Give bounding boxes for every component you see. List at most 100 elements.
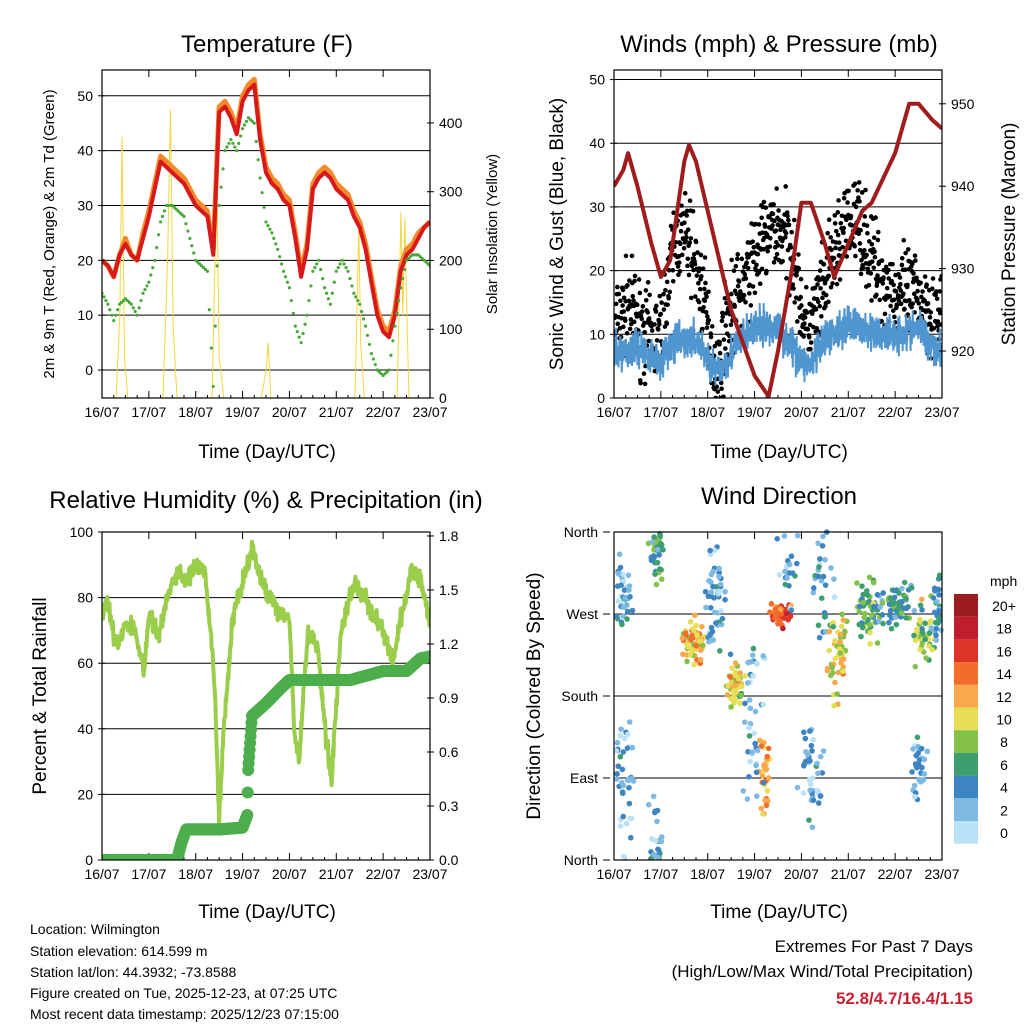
gust-point <box>636 277 642 282</box>
wind-direction-point <box>617 732 623 739</box>
wind-direction-point <box>916 757 923 763</box>
y-tick-label: 40 <box>589 135 605 151</box>
gust-point <box>938 277 942 282</box>
wind-direction-point <box>702 588 709 595</box>
gust-point <box>875 229 881 235</box>
gust-point <box>631 298 636 303</box>
gust-point <box>764 268 769 274</box>
wind-direction-point <box>654 854 661 860</box>
colorbar-label: 10 <box>996 712 1012 728</box>
gust-point <box>717 350 723 356</box>
gust-point <box>695 250 700 255</box>
precipitation-point <box>424 650 430 663</box>
gust-point <box>755 251 761 257</box>
gust-point <box>729 257 735 263</box>
y-tick-label: 0.0 <box>439 852 459 868</box>
colorbar-label: 2 <box>1000 802 1008 818</box>
gust-point <box>779 244 785 249</box>
gust-point <box>873 215 878 220</box>
gust-point <box>625 282 630 288</box>
wind-direction-point <box>915 761 922 768</box>
gust-point <box>702 298 708 304</box>
dewpoint-point <box>346 269 350 273</box>
y-tick-label: 40 <box>77 143 93 159</box>
dewpoint-point <box>108 308 112 312</box>
winds-xlabel: Time (Day/UTC) <box>710 442 848 463</box>
wind-direction-point <box>654 807 661 814</box>
dewpoint-point <box>311 269 315 273</box>
gust-point <box>812 285 818 291</box>
dewpoint-point <box>149 273 153 277</box>
gust-point <box>712 343 718 349</box>
extremes-title: Extremes For Past 7 Days <box>775 937 973 956</box>
wind-direction-point <box>936 616 942 622</box>
gust-point <box>646 338 652 344</box>
wind-direction-point <box>919 629 926 635</box>
dewpoint-point <box>237 141 241 145</box>
dewpoint-point <box>190 244 194 248</box>
gust-point <box>807 334 812 340</box>
dewpoint-point <box>395 311 399 315</box>
wind-direction-point <box>709 628 716 635</box>
wind-direction-point <box>807 781 814 788</box>
wind-direction-point <box>784 575 791 581</box>
wind-direction-point <box>618 726 624 732</box>
wind-direction-point <box>902 595 909 602</box>
gust-point <box>772 218 777 224</box>
wind-direction-point <box>911 782 918 789</box>
y-tick-label: 10 <box>77 307 93 323</box>
gust-point <box>879 318 884 324</box>
gust-point <box>735 283 741 289</box>
wind-direction-point <box>753 660 760 667</box>
x-tick-label: 23/07 <box>412 404 447 420</box>
wind-direction-point <box>817 556 823 562</box>
gust-point <box>858 227 863 233</box>
wind-direction-point <box>747 758 753 765</box>
gust-point <box>750 239 755 244</box>
dewpoint-point <box>162 209 167 213</box>
wind-direction-point <box>928 625 935 632</box>
x-tick-label: 16/07 <box>84 404 119 420</box>
wind-direction-point <box>724 692 731 698</box>
wind-direction-point <box>626 719 633 725</box>
wind-direction-point <box>620 613 627 619</box>
wind-direction-point <box>698 647 704 654</box>
y-tick-label: 950 <box>951 96 975 112</box>
gust-point <box>679 252 685 258</box>
gust-point <box>826 273 832 279</box>
gust-point <box>901 237 907 243</box>
gust-point <box>795 319 800 324</box>
wind-direction-point <box>618 582 624 588</box>
wind-direction-point <box>684 658 690 665</box>
wind-direction-point <box>880 620 886 627</box>
x-tick-label: 19/07 <box>225 404 260 420</box>
gust-point <box>645 280 651 285</box>
gust-point <box>775 243 781 248</box>
gust-point <box>848 213 854 219</box>
x-tick-label: 17/07 <box>131 404 166 420</box>
gust-point <box>643 363 648 369</box>
recent-data-text: Most recent data timestamp: 2025/12/23 0… <box>30 1006 339 1022</box>
gust-point <box>746 254 751 260</box>
gust-point <box>805 327 811 332</box>
wind-direction-point <box>815 622 822 629</box>
gust-point <box>699 274 704 279</box>
dewpoint-point <box>131 306 135 310</box>
gust-point <box>741 292 747 298</box>
gust-point <box>682 190 688 196</box>
gust-point <box>886 267 891 273</box>
gust-point <box>697 266 702 271</box>
gust-point <box>841 225 847 231</box>
wind-direction-point <box>680 651 686 658</box>
gust-point <box>631 319 637 325</box>
dewpoint-point <box>373 362 377 367</box>
wind-direction-point <box>623 820 630 827</box>
gust-point <box>630 293 636 299</box>
dewpoint-point <box>354 295 358 299</box>
gust-point <box>783 235 788 240</box>
colorbar-swatch <box>954 616 978 640</box>
precipitation-point <box>241 786 254 799</box>
colorbar: mph 20+ 18 16 14 12 10 8 6 4 2 0 <box>954 573 1017 844</box>
gust-point <box>615 321 621 327</box>
gust-point <box>664 279 670 285</box>
